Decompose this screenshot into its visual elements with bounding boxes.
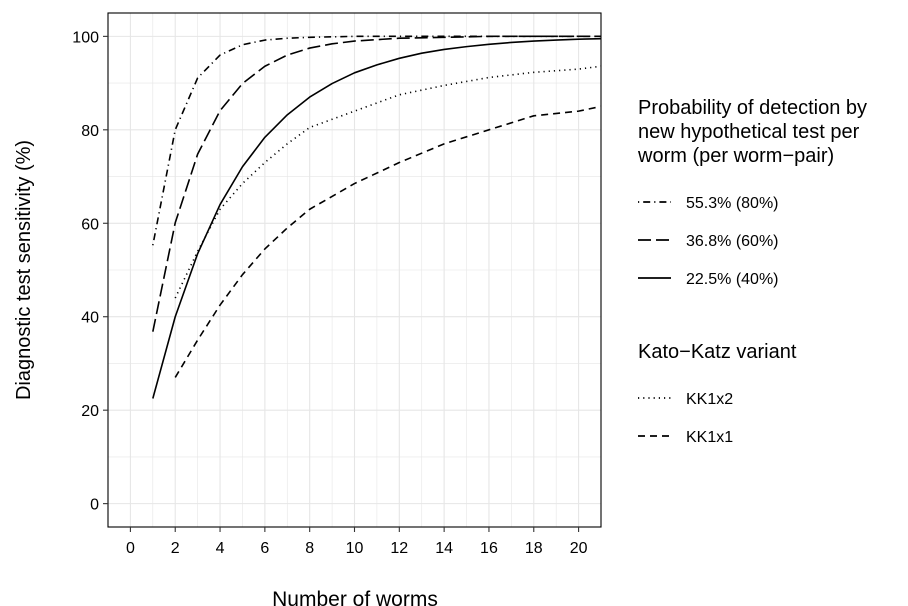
series-line-kk2 <box>174 65 602 299</box>
x-tick-label: 18 <box>525 540 543 557</box>
legend-title: Kato−Katz variant <box>638 341 797 363</box>
legend-label-kk2: KK1x2 <box>686 391 733 408</box>
x-tick-label: 8 <box>305 540 314 557</box>
legend-label-s55: 55.3% (80%) <box>686 195 779 212</box>
y-tick-label: 0 <box>90 497 99 514</box>
x-tick-label: 12 <box>390 540 408 557</box>
x-tick-label: 6 <box>260 540 269 557</box>
y-axis-title: Diagnostic test sensitivity (%) <box>13 140 35 400</box>
legend-title: worm (per worm−pair) <box>637 145 834 167</box>
series-lines <box>152 35 602 399</box>
series-line-s36 <box>152 35 601 332</box>
y-tick-label: 40 <box>81 310 99 327</box>
x-tick-label: 4 <box>216 540 225 557</box>
legend-label-kk1: KK1x1 <box>686 429 733 446</box>
x-tick-label: 20 <box>570 540 588 557</box>
x-axis: 0 2 4 6 8 10 12 14 16 18 20 <box>126 527 588 557</box>
grid <box>107 13 602 527</box>
legend-label-s22: 22.5% (40%) <box>686 271 779 288</box>
y-axis: 0 20 40 60 80 100 <box>72 29 108 514</box>
x-tick-label: 10 <box>346 540 364 557</box>
series-line-s22 <box>152 37 602 399</box>
legend-title: new hypothetical test per <box>638 121 860 143</box>
series-line-kk1 <box>174 105 602 378</box>
y-tick-label: 100 <box>72 29 99 46</box>
x-axis-title: Number of worms <box>272 588 438 606</box>
legend-label-s36: 36.8% (60%) <box>686 233 779 250</box>
legend-title: Probability of detection by <box>638 97 867 119</box>
y-tick-label: 80 <box>81 123 99 140</box>
y-tick-label: 20 <box>81 403 99 420</box>
x-tick-label: 0 <box>126 540 135 557</box>
x-tick-label: 2 <box>171 540 180 557</box>
x-tick-label: 14 <box>435 540 453 557</box>
x-tick-label: 16 <box>480 540 498 557</box>
y-tick-label: 60 <box>81 216 99 233</box>
